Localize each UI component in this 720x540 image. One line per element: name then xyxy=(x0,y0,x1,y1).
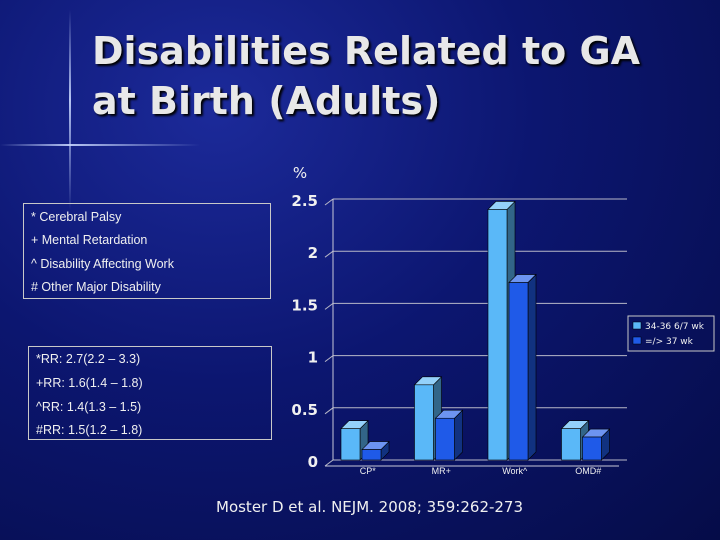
abbreviation-work: ^ Disability Affecting Work xyxy=(31,257,174,271)
y-axis-label: % xyxy=(293,164,307,182)
slide-title-line-1: Disabilities Related to GA xyxy=(92,29,641,73)
bar-front-face xyxy=(508,282,529,461)
decorative-vertical-flare xyxy=(69,10,71,210)
relative-risk-mr: +RR: 1.6(1.4 – 1.8) xyxy=(36,376,143,390)
relative-risk-box: *RR: 2.7(2.2 – 3.3) +RR: 1.6(1.4 – 1.8) … xyxy=(28,346,272,440)
y-tick-label-0: 0 xyxy=(308,453,318,471)
relative-risk-omd: #RR: 1.5(1.2 – 1.8) xyxy=(36,423,143,437)
bar-work-series-1 xyxy=(508,273,537,461)
x-tick-label-1: MR+ xyxy=(432,466,451,476)
x-tick-label-2: Work^ xyxy=(502,466,528,476)
x-tick-label-0: CP* xyxy=(360,466,377,476)
slide-title-line-2: at Birth (Adults) xyxy=(92,79,441,123)
bar-front-face xyxy=(414,384,434,461)
bar-front-face xyxy=(487,209,508,461)
decorative-horizontal-flare xyxy=(0,144,200,146)
relative-risk-cp: *RR: 2.7(2.2 – 3.3) xyxy=(36,352,141,366)
bar-front-face xyxy=(361,449,382,461)
citation: Moster D et al. NEJM. 2008; 359:262-273 xyxy=(216,498,524,516)
bar-front-face xyxy=(561,428,581,461)
bar-omd-series-1 xyxy=(581,428,611,461)
abbreviation-mr: + Mental Retardation xyxy=(31,233,148,247)
legend-label-1: =/> 37 wk xyxy=(645,337,694,347)
bar-cp-series-1 xyxy=(361,440,390,461)
bar-front-face xyxy=(435,417,455,461)
y-tick-label-2: 1 xyxy=(308,349,318,367)
legend-swatch-1 xyxy=(632,336,642,345)
x-tick-label-3: OMD# xyxy=(575,466,601,476)
gridline-side-1 xyxy=(324,407,334,415)
bar-mr-series-1 xyxy=(434,409,464,461)
y-tick-label-4: 2 xyxy=(308,244,318,262)
slide-title: Disabilities Related to GA at Birth (Adu… xyxy=(92,26,640,126)
legend-swatch-0 xyxy=(632,321,642,330)
gridline-side-4 xyxy=(324,250,334,258)
abbreviation-box: * Cerebral Palsy + Mental Retardation ^ … xyxy=(23,203,271,299)
chart-legend: 34-36 6/7 wk =/> 37 wk xyxy=(627,315,715,352)
gridline-side-2 xyxy=(324,355,334,363)
y-tick-label-1: 0.5 xyxy=(291,401,318,419)
y-tick-label-5: 2.5 xyxy=(291,192,318,210)
bar-front-face xyxy=(340,428,361,461)
bar-side-face xyxy=(527,273,537,461)
abbreviation-cp: * Cerebral Palsy xyxy=(31,210,122,224)
abbreviation-omd: # Other Major Disability xyxy=(31,280,161,294)
legend-label-0: 34-36 6/7 wk xyxy=(645,322,705,332)
gridline-side-5 xyxy=(324,198,334,206)
y-tick-label-3: 1.5 xyxy=(291,296,318,314)
gridline-side-3 xyxy=(324,302,334,310)
relative-risk-work: ^RR: 1.4(1.3 – 1.5) xyxy=(36,400,142,414)
gridline-side-0 xyxy=(324,459,334,467)
bar-side-face xyxy=(454,409,463,461)
bar-front-face xyxy=(582,436,602,461)
legend-border xyxy=(627,315,715,352)
